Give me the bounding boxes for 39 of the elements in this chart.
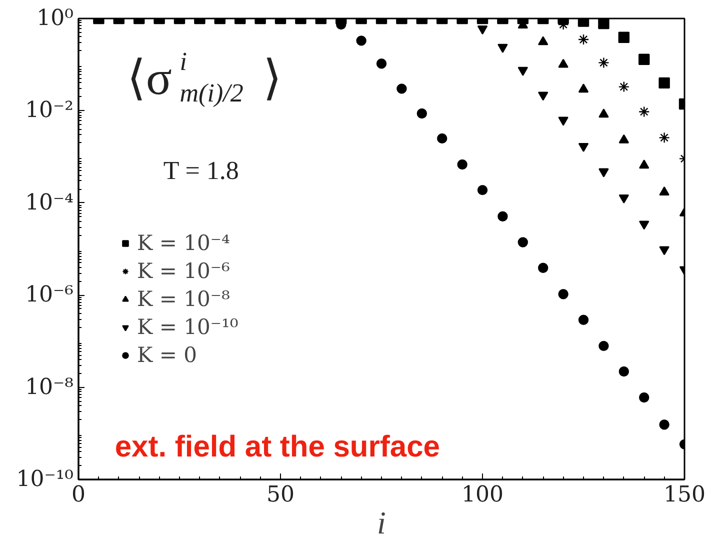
legend-label: K = 10⁻⁸	[137, 286, 230, 313]
y-tick-label: 10⁻²	[25, 98, 74, 124]
point	[518, 237, 528, 248]
y-tick-label: 10⁻⁸	[25, 374, 74, 400]
y-tick-label: 10⁻⁶	[25, 282, 74, 308]
point	[578, 314, 589, 325]
point	[558, 289, 568, 300]
point	[598, 168, 609, 178]
point	[659, 246, 670, 256]
point	[618, 194, 629, 204]
point	[639, 392, 650, 403]
point	[659, 420, 670, 430]
point	[538, 262, 548, 273]
annotation: T = 1.8	[163, 156, 239, 186]
point	[538, 92, 548, 101]
legend-label: K = 0	[137, 342, 197, 369]
point	[498, 211, 508, 222]
point	[477, 184, 488, 196]
point	[518, 66, 528, 76]
x-tick-label: 50	[266, 482, 295, 508]
x-tick-label: 0	[72, 482, 86, 508]
legend-label: K = 10⁻⁶	[137, 258, 230, 285]
y-tick-label: 10⁻¹⁰	[16, 467, 74, 492]
y-tick-label: 10⁰	[36, 6, 74, 31]
point	[578, 142, 589, 152]
point	[598, 340, 609, 352]
y-tick-label: 10⁻⁴	[25, 190, 74, 216]
point	[457, 159, 468, 170]
point	[558, 116, 568, 126]
legend-label: K = 10⁻¹⁰	[137, 314, 238, 341]
x-tick-label: 100	[462, 482, 504, 508]
x-axis-title: i	[377, 504, 386, 540]
point	[477, 26, 488, 35]
x-tick-label: 150	[664, 482, 706, 508]
legend-label: K = 10⁻⁴	[137, 230, 230, 257]
point	[618, 366, 629, 377]
point	[498, 44, 508, 53]
annotation: ext. field at the surface	[114, 430, 440, 464]
point	[639, 220, 650, 230]
